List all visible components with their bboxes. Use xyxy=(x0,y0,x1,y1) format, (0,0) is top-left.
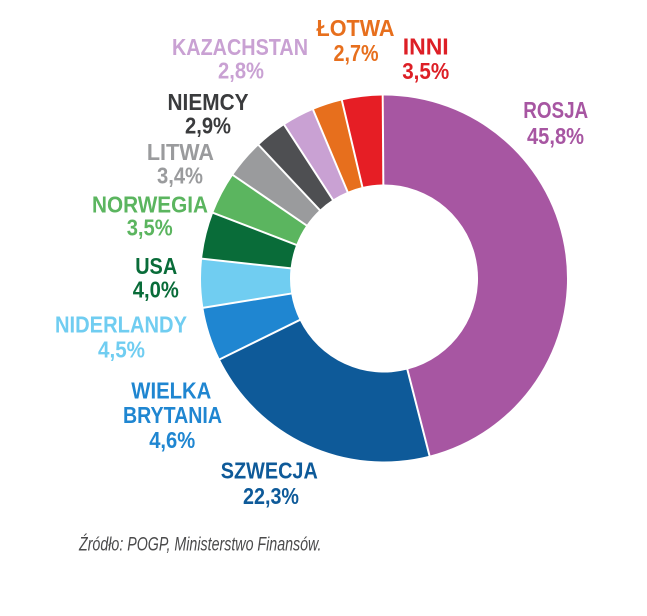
svg-text:22,3%: 22,3% xyxy=(243,483,299,509)
svg-text:KAZACHSTAN: KAZACHSTAN xyxy=(172,34,308,60)
svg-text:2,9%: 2,9% xyxy=(185,113,231,139)
svg-text:4,5%: 4,5% xyxy=(98,336,145,362)
svg-text:2,8%: 2,8% xyxy=(218,58,264,84)
svg-text:45,8%: 45,8% xyxy=(527,123,584,149)
svg-text:NIDERLANDY: NIDERLANDY xyxy=(55,312,187,338)
svg-text:BRYTANIA: BRYTANIA xyxy=(123,402,222,428)
svg-text:4,6%: 4,6% xyxy=(149,427,195,453)
svg-text:WIELKA: WIELKA xyxy=(131,377,211,403)
svg-text:USA: USA xyxy=(135,253,177,279)
svg-text:LITWA: LITWA xyxy=(147,139,214,165)
svg-text:2,7%: 2,7% xyxy=(334,40,379,66)
svg-text:Źródło: POGP, Ministerstwo Fin: Źródło: POGP, Ministerstwo Finansów. xyxy=(78,535,321,556)
svg-text:4,0%: 4,0% xyxy=(133,276,179,302)
svg-text:NIEMCY: NIEMCY xyxy=(168,89,249,115)
svg-text:ŁOTWA: ŁOTWA xyxy=(317,15,395,41)
svg-text:ROSJA: ROSJA xyxy=(523,97,588,123)
svg-text:3,4%: 3,4% xyxy=(157,163,203,189)
svg-text:3,5%: 3,5% xyxy=(402,58,449,84)
svg-text:INNI: INNI xyxy=(403,33,449,59)
svg-text:3,5%: 3,5% xyxy=(127,215,173,241)
svg-text:NORWEGIA: NORWEGIA xyxy=(92,191,208,217)
svg-text:SZWECJA: SZWECJA xyxy=(221,458,318,484)
